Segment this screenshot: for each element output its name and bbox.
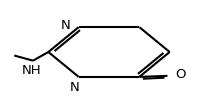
Text: N: N	[60, 19, 70, 32]
Text: NH: NH	[22, 64, 42, 77]
Text: N: N	[70, 81, 79, 94]
Text: O: O	[175, 68, 186, 81]
